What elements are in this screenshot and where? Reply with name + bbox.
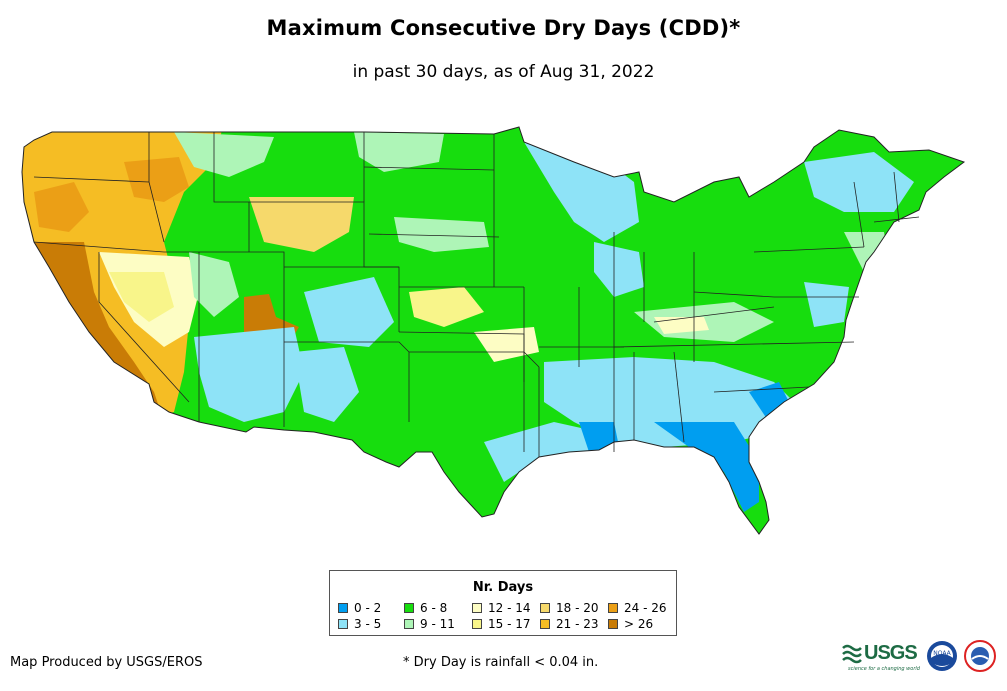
legend-swatch: [608, 619, 618, 629]
legend-label: 3 - 5: [354, 617, 382, 631]
legend-label: 6 - 8: [420, 601, 448, 615]
legend-swatch: [608, 603, 618, 613]
legend-item: > 26: [608, 617, 653, 631]
legend-item: 12 - 14: [472, 601, 531, 615]
legend-label: 9 - 11: [420, 617, 455, 631]
nws-logo-icon: [964, 640, 996, 672]
legend-label: 0 - 2: [354, 601, 382, 615]
legend-swatch: [472, 619, 482, 629]
legend-swatch: [404, 619, 414, 629]
legend-item: 21 - 23: [540, 617, 599, 631]
legend-title: Nr. Days: [472, 580, 534, 595]
noaa-logo-icon: NOAA: [927, 641, 957, 671]
legend-swatch: [338, 603, 348, 613]
legend-label: 21 - 23: [556, 617, 599, 631]
legend-swatch: [338, 619, 348, 629]
legend-label: > 26: [624, 617, 654, 631]
producer-credit: Map Produced by USGS/EROS: [10, 655, 203, 670]
usgs-logo: USGS: [864, 642, 918, 664]
agency-logos: USGS science for a changing world NOAA: [842, 636, 1002, 676]
legend-label: 15 - 17: [488, 617, 531, 631]
legend-item: 18 - 20: [540, 601, 599, 615]
map-legend: Nr. Days 0 - 2 3 - 5 6 - 8 9 - 11 12 - 1…: [329, 570, 677, 636]
legend-item: 3 - 5: [338, 617, 381, 631]
usgs-tagline: science for a changing world: [848, 666, 920, 672]
legend-swatch: [404, 603, 414, 613]
cdd-map: [21, 126, 966, 535]
noaa-logo-text: NOAA: [933, 650, 951, 657]
legend-item: 15 - 17: [472, 617, 531, 631]
legend-item: 6 - 8: [404, 601, 447, 615]
map-title: Maximum Consecutive Dry Days (CDD)*: [266, 16, 741, 40]
legend-label: 24 - 26: [624, 601, 667, 615]
legend-item: 0 - 2: [338, 601, 381, 615]
legend-swatch: [540, 603, 550, 613]
map-subtitle: in past 30 days, as of Aug 31, 2022: [352, 62, 655, 82]
legend-swatch: [472, 603, 482, 613]
legend-swatch: [540, 619, 550, 629]
legend-item: 24 - 26: [608, 601, 667, 615]
usgs-wave-icon: [842, 644, 862, 664]
dry-day-footnote: * Dry Day is rainfall < 0.04 in.: [403, 655, 599, 670]
legend-label: 18 - 20: [556, 601, 599, 615]
legend-label: 12 - 14: [488, 601, 531, 615]
legend-item: 9 - 11: [404, 617, 455, 631]
